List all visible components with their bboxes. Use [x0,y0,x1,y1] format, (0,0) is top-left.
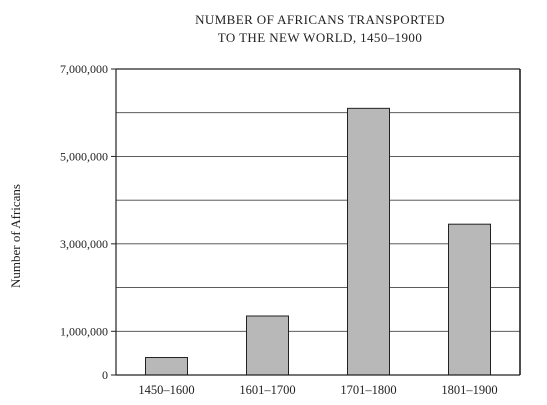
y-tick-label: 3,000,000 [60,237,108,251]
bar-3 [448,223,491,376]
bar-2 [347,107,390,376]
x-tick-label: 1450–1600 [138,383,194,397]
bars [145,107,491,376]
y-tick-label: 7,000,000 [60,62,108,76]
x-tick-label: 1701–1800 [340,383,396,397]
x-tick-label: 1601–1700 [239,383,295,397]
y-tick-label: 5,000,000 [60,149,108,163]
y-axis-label: Number of Africans [8,184,23,288]
y-tick-label: 0 [102,368,108,382]
x-tick-labels: 1450–1600 1601–1700 1701–1800 1801–1900 [138,383,497,397]
x-tick-label: 1801–1900 [441,383,497,397]
y-tick-label: 1,000,000 [60,324,108,338]
bar-1 [246,315,289,376]
axes [115,68,521,376]
y-tick-labels: 0 1,000,000 3,000,000 5,000,000 7,000,000 [60,62,116,382]
bar-0 [145,357,188,376]
chart-title-line-1: NUMBER OF AFRICANS TRANSPORTED [195,12,445,27]
chart-title-line-2: TO THE NEW WORLD, 1450–1900 [217,30,423,45]
